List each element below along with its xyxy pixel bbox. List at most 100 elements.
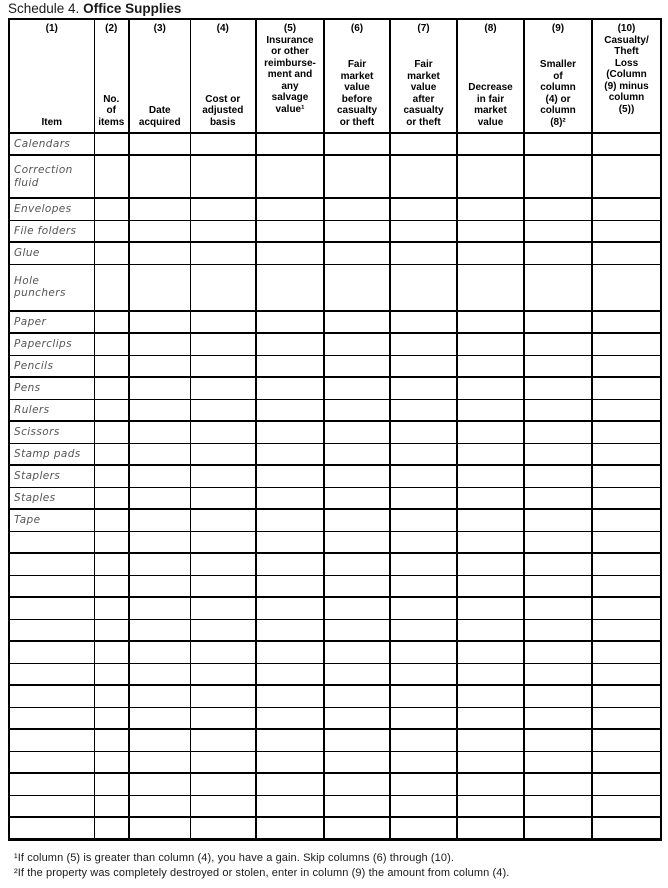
table-row: Glue <box>9 242 661 265</box>
entry-cell <box>189 355 256 378</box>
entry-cell <box>323 509 390 532</box>
column-number: (2) <box>105 23 118 34</box>
entry-cell <box>128 795 190 818</box>
entry-cell <box>591 242 661 265</box>
table-row <box>9 795 661 818</box>
entry-cell <box>456 242 524 265</box>
entry-cell <box>389 377 457 400</box>
entry-cell <box>323 817 390 839</box>
entry-cell <box>523 531 592 554</box>
entry-cell <box>456 773 524 796</box>
item-cell-empty <box>9 597 94 620</box>
item-label: File folders <box>9 220 94 243</box>
column-label: Insurance or other reimburse- ment and a… <box>264 34 316 115</box>
entry-cell <box>591 663 661 686</box>
entry-cell <box>456 795 524 818</box>
entry-cell <box>389 575 457 598</box>
entry-cell <box>255 729 324 752</box>
entry-cell <box>523 641 592 664</box>
column-label: Cost or adjusted basis <box>202 93 244 128</box>
entry-cell <box>128 155 190 199</box>
table-header: (1) Item (2) No. of items (3) Date acqui… <box>9 19 661 134</box>
entry-cell <box>323 729 390 752</box>
entry-cell <box>389 220 457 243</box>
entry-cell <box>255 663 324 686</box>
entry-cell <box>189 155 256 199</box>
column-label: Smaller of column (4) or column (8)² <box>539 59 577 128</box>
entry-cell <box>323 707 390 730</box>
entry-cell <box>591 487 661 510</box>
column-number: (3) <box>153 23 166 34</box>
entry-cell <box>255 795 324 818</box>
entry-cell <box>523 220 592 243</box>
entry-cell <box>523 311 592 334</box>
item-label: Pens <box>9 377 94 400</box>
entry-cell <box>93 421 129 444</box>
entry-cell <box>323 155 390 199</box>
entry-cell <box>189 487 256 510</box>
table-row <box>9 575 661 598</box>
table-row <box>9 619 661 642</box>
entry-cell <box>323 198 390 221</box>
entry-cell <box>523 443 592 466</box>
column-header-insurance-reimbursement: (5) Insurance or other reimburse- ment a… <box>255 19 324 134</box>
entry-cell <box>523 399 592 422</box>
entry-cell <box>93 465 129 488</box>
entry-cell <box>456 729 524 752</box>
entry-cell <box>323 487 390 510</box>
table-row: Stamp pads <box>9 443 661 466</box>
column-label: Date acquired <box>138 105 181 128</box>
item-label: Staplers <box>9 465 94 488</box>
entry-cell <box>456 198 524 221</box>
entry-cell <box>456 509 524 532</box>
entry-cell <box>323 242 390 265</box>
column-number: (4) <box>216 23 229 34</box>
entry-cell <box>456 355 524 378</box>
entry-cell <box>93 707 129 730</box>
entry-cell <box>323 663 390 686</box>
entry-cell <box>591 443 661 466</box>
entry-cell <box>323 597 390 620</box>
table-row <box>9 553 661 576</box>
entry-cell <box>389 751 457 774</box>
entry-cell <box>456 575 524 598</box>
entry-cell <box>523 553 592 576</box>
entry-cell <box>389 773 457 796</box>
entry-cell <box>389 198 457 221</box>
entry-cell <box>591 685 661 708</box>
entry-cell <box>255 773 324 796</box>
entry-cell <box>389 817 457 839</box>
entry-cell <box>128 751 190 774</box>
entry-cell <box>255 133 324 156</box>
table-row <box>9 729 661 752</box>
entry-cell <box>128 311 190 334</box>
entry-cell <box>255 242 324 265</box>
entry-cell <box>93 597 129 620</box>
column-header-fmv-before: (6) Fair market value before casualty or… <box>323 19 390 134</box>
entry-cell <box>93 575 129 598</box>
entry-cell <box>93 242 129 265</box>
entry-cell <box>591 133 661 156</box>
entry-cell <box>128 487 190 510</box>
entry-cell <box>591 465 661 488</box>
entry-cell <box>93 795 129 818</box>
item-label: Scissors <box>9 421 94 444</box>
footnotes: ¹If column (5) is greater than column (4… <box>14 851 509 880</box>
entry-cell <box>323 553 390 576</box>
entry-cell <box>93 641 129 664</box>
column-label: Fair market value before casualty or the… <box>336 59 378 128</box>
entry-cell <box>189 773 256 796</box>
entry-cell <box>591 707 661 730</box>
entry-cell <box>591 619 661 642</box>
entry-cell <box>255 685 324 708</box>
entry-cell <box>189 707 256 730</box>
entry-cell <box>128 707 190 730</box>
entry-cell <box>389 421 457 444</box>
entry-cell <box>323 619 390 642</box>
entry-cell <box>523 685 592 708</box>
entry-cell <box>456 553 524 576</box>
entry-cell <box>456 531 524 554</box>
entry-cell <box>523 133 592 156</box>
column-label: Item <box>41 116 63 128</box>
entry-cell <box>93 198 129 221</box>
